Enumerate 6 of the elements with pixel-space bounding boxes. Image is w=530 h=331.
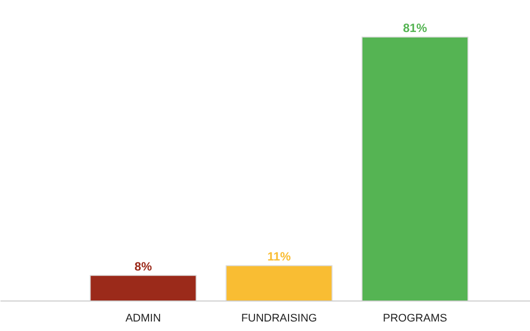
x-tick-label: FUNDRAISING <box>241 312 317 324</box>
data-label: 11% <box>267 250 292 264</box>
x-tick-label: ADMIN <box>125 312 161 324</box>
data-label: 81% <box>402 20 428 35</box>
data-label: 8% <box>134 259 152 274</box>
x-tick-label: PROGRAMS <box>382 312 448 324</box>
